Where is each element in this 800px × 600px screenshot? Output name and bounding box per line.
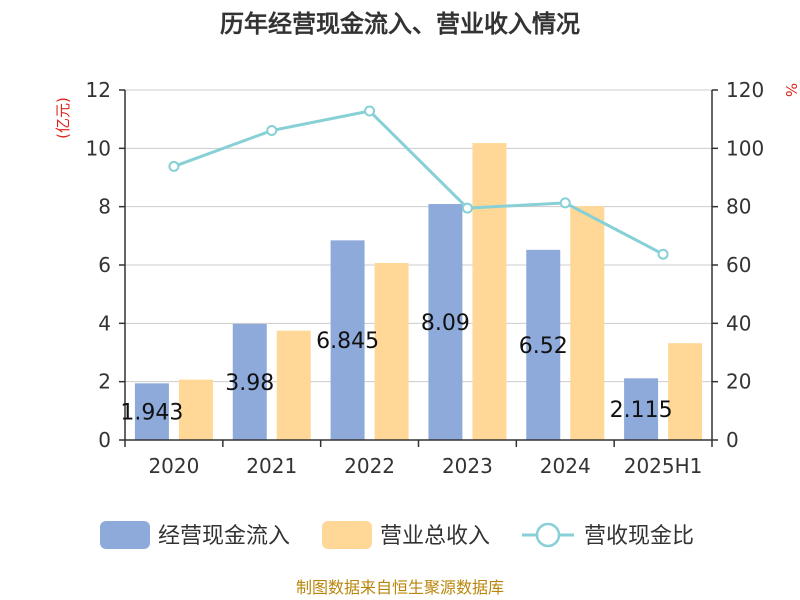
grid-lines: [125, 89, 712, 441]
legend-swatch-cash-inflow: [100, 521, 150, 549]
ratio-point: [559, 197, 571, 209]
ratio-point: [168, 160, 180, 172]
cash-inflow-bar: [428, 204, 463, 440]
legend-swatch-revenue: [322, 521, 372, 549]
revenue-bar: [374, 262, 409, 440]
ratio-point: [657, 248, 669, 260]
legend-swatch-ratio-marker: [535, 522, 561, 548]
x-tick-label: 2024: [540, 454, 591, 478]
legend-label: 营收现金比: [584, 524, 694, 549]
cash-inflow-data-label: 6.845: [316, 329, 379, 354]
left-tick-label: 6: [98, 253, 111, 277]
cash-inflow-bar: [526, 249, 561, 440]
cash-inflow-bar: [624, 378, 659, 440]
right-tick-label: 60: [726, 253, 751, 277]
left-tick-label: 10: [86, 136, 111, 160]
cash-inflow-bar: [134, 383, 169, 440]
left-tick-label: 0: [98, 428, 111, 452]
cash-inflow-data-label: 3.98: [225, 371, 274, 396]
legend-label: 营业总收入: [380, 524, 490, 549]
x-tick-label: 2023: [442, 454, 493, 478]
x-tick-label: 2022: [344, 454, 395, 478]
right-tick-label: 40: [726, 311, 751, 335]
revenue-bar: [472, 143, 507, 441]
cash-inflow-bar: [330, 240, 365, 440]
right-tick-label: 20: [726, 370, 751, 394]
right-tick-label: 120: [726, 78, 764, 102]
x-tick-label: 2020: [148, 454, 199, 478]
cash-inflow-data-label: 6.52: [519, 334, 568, 359]
right-tick-label: 80: [726, 195, 751, 219]
legend[interactable]: 经营现金流入 营业总收入 营收现金比: [100, 521, 694, 549]
cash-inflow-data-label: 2.115: [610, 398, 673, 423]
legend-label: 经营现金流入: [158, 524, 290, 549]
line-layer: [168, 105, 669, 260]
data-labels: 1.943 3.98 6.845 8.09 6.52 2.115: [120, 311, 672, 426]
right-tick-label: 0: [726, 428, 739, 452]
revenue-bar: [668, 343, 703, 440]
x-tick-label: 2021: [246, 454, 297, 478]
left-axis-unit: (亿元): [54, 97, 72, 139]
right-axis-unit: %: [782, 83, 800, 97]
left-tick-label: 8: [98, 195, 111, 219]
left-tick-label: 2: [98, 370, 111, 394]
left-tick-label: 12: [86, 78, 111, 102]
cash-inflow-bar: [232, 323, 267, 440]
chart-title: 历年经营现金流入、营业收入情况: [220, 10, 580, 38]
cash-inflow-data-label: 8.09: [421, 311, 470, 336]
revenue-bar: [570, 206, 605, 440]
ratio-point: [364, 105, 376, 117]
ratio-point: [266, 125, 278, 137]
source-note: 制图数据来自恒生聚源数据库: [296, 578, 504, 597]
bar-layer: [134, 143, 703, 441]
right-tick-label: 100: [726, 136, 764, 160]
x-tick-label: 2025H1: [624, 454, 703, 478]
cash-inflow-data-label: 1.943: [120, 401, 183, 426]
left-tick-label: 4: [98, 311, 111, 335]
ratio-line: [173, 109, 664, 256]
revenue-bar: [178, 379, 213, 440]
revenue-bar: [276, 330, 311, 440]
ratio-point: [461, 202, 473, 214]
